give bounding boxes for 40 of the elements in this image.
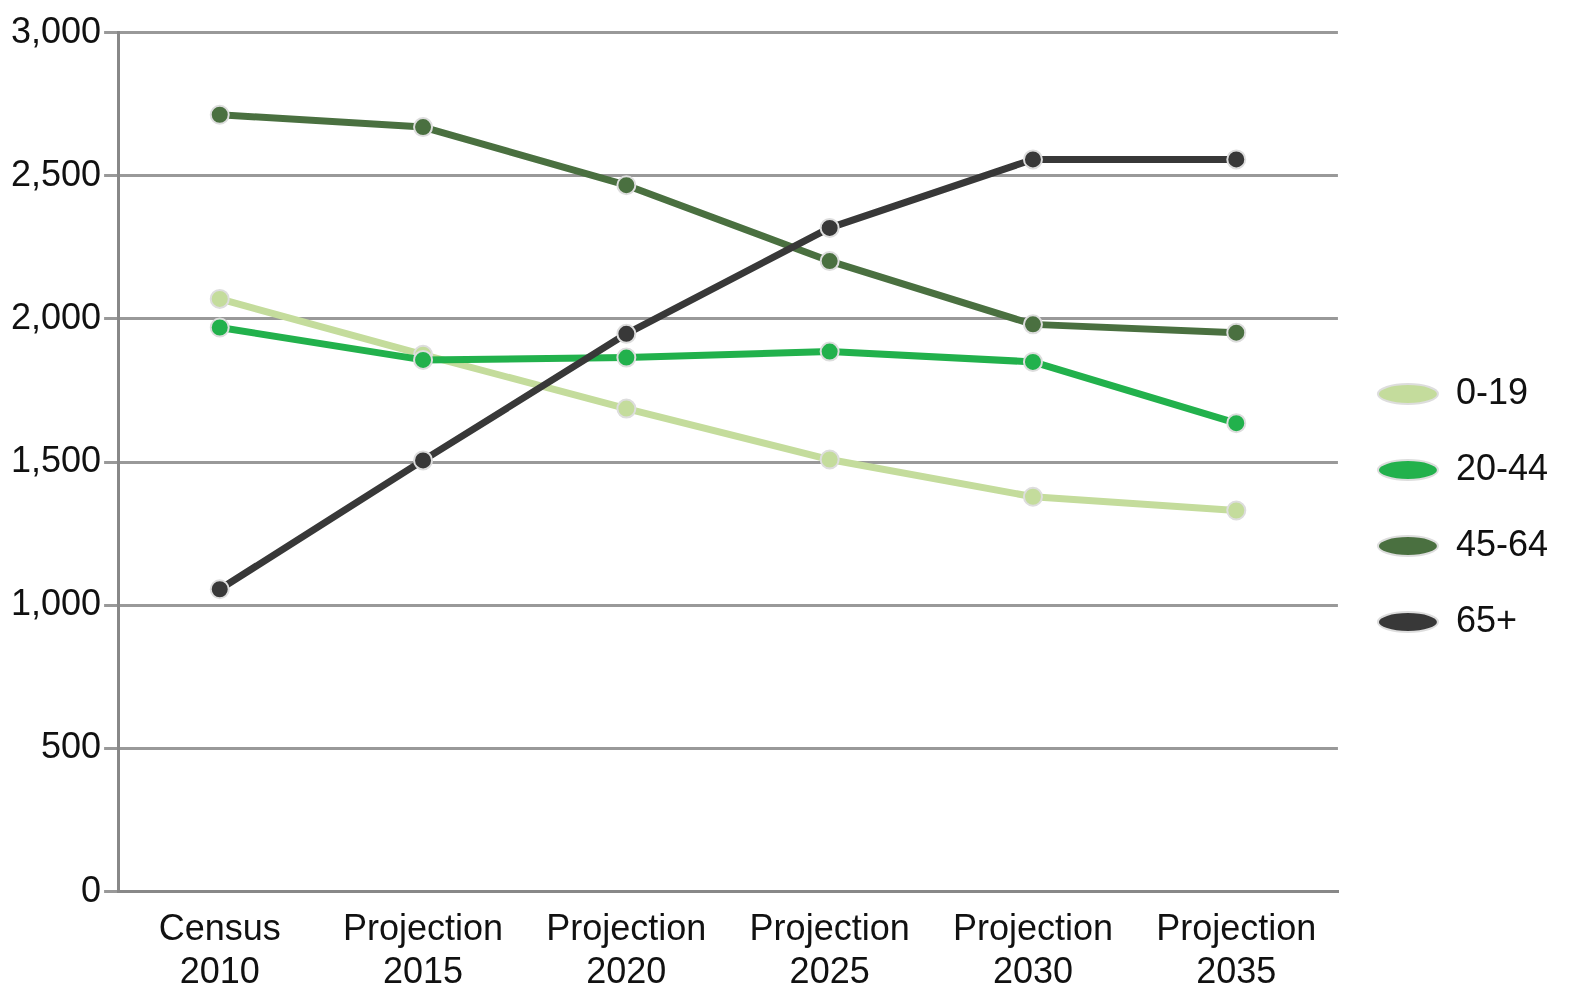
point: [819, 217, 840, 238]
point: [209, 104, 230, 125]
point: [819, 251, 840, 272]
point: [209, 288, 230, 309]
point: [616, 323, 637, 344]
y-tick-label: 2,500: [10, 152, 102, 194]
point: [1226, 149, 1247, 170]
x-tick-label: Projection 2035: [1156, 907, 1317, 992]
point: [1022, 314, 1043, 335]
legend-label: 0-19: [1455, 370, 1528, 412]
point: [413, 450, 434, 471]
legend-label: 20-44: [1455, 446, 1548, 488]
y-tick-label: 3,000: [10, 9, 102, 51]
point: [209, 317, 230, 338]
point: [616, 175, 637, 196]
point: [616, 398, 637, 419]
point: [1022, 486, 1043, 507]
point: [1226, 413, 1247, 434]
point: [1022, 351, 1043, 372]
point: [209, 579, 230, 600]
point: [819, 341, 840, 362]
legend-label: 65+: [1455, 598, 1517, 640]
point: [1226, 500, 1247, 521]
y-tick-label: 0: [81, 868, 102, 910]
point: [616, 347, 637, 368]
x-tick-label: Projection 2030: [952, 907, 1114, 992]
x-tick-label: Projection 2015: [343, 907, 504, 992]
legend-label: 45-64: [1455, 522, 1548, 564]
y-tick-label: 1,500: [10, 439, 102, 481]
y-tick-label: 2,000: [10, 295, 102, 337]
x-tick-label: Projection 2020: [546, 907, 707, 992]
point: [1022, 149, 1043, 170]
point: [819, 449, 840, 470]
x-tick-label: Census 2010: [158, 907, 281, 992]
point: [413, 117, 434, 138]
point: [413, 349, 434, 370]
y-tick-label: 1,000: [10, 582, 102, 624]
x-tick-label: Projection 2025: [749, 907, 910, 992]
point: [1226, 322, 1247, 343]
y-tick-label: 500: [41, 725, 102, 767]
